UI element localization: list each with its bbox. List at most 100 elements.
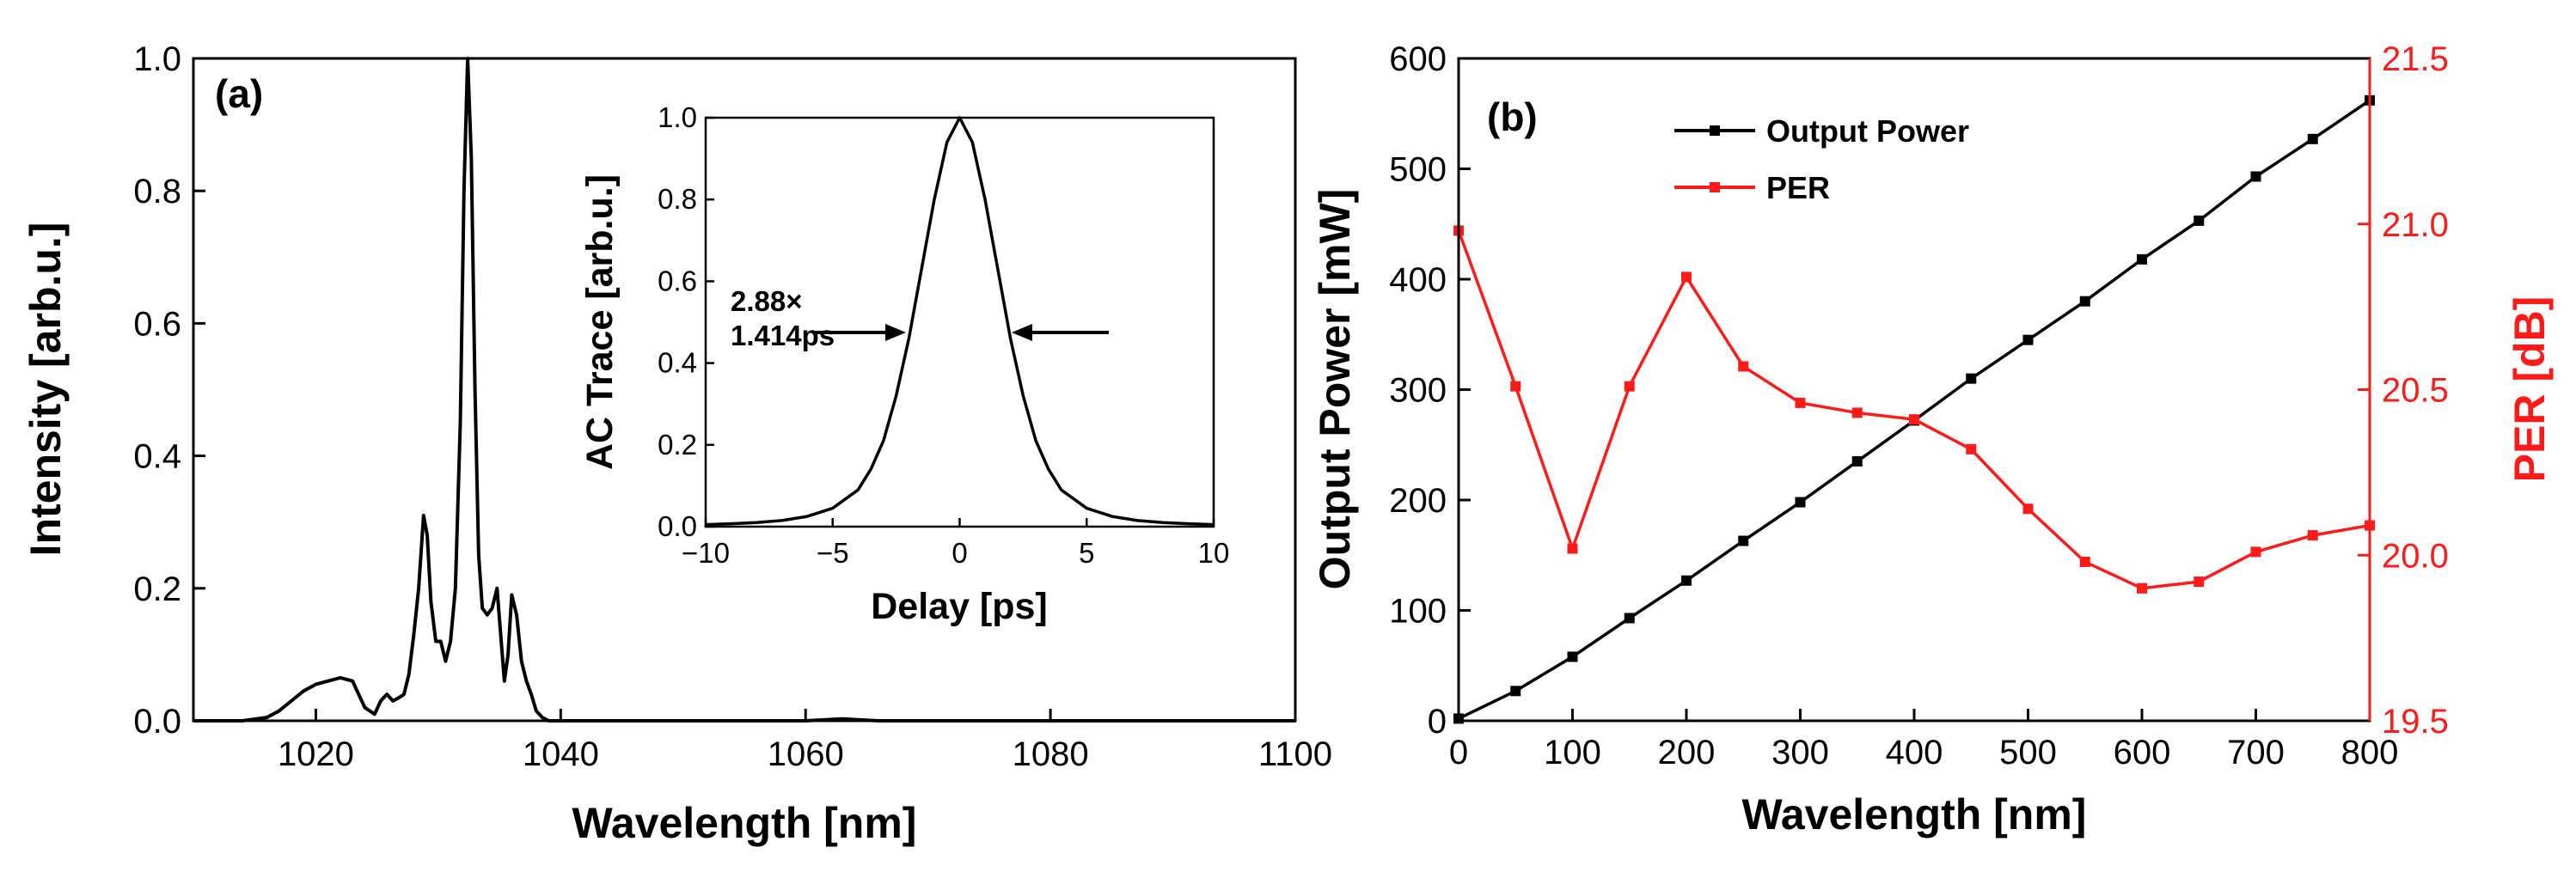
per-point — [2307, 530, 2318, 541]
inset-x-tick-label: −5 — [817, 537, 849, 569]
inset-y-tick-label: 0.0 — [658, 510, 697, 542]
b-x-tick-label: 0 — [1449, 734, 1468, 771]
per-point — [1795, 397, 1806, 408]
b-y-tick-label: 300 — [1389, 372, 1447, 410]
per-point — [2022, 503, 2034, 515]
b-y-tick-label: 600 — [1389, 40, 1447, 78]
inset-x-tick-label: 10 — [1198, 537, 1230, 569]
inset-y-tick-label: 1.0 — [658, 101, 697, 133]
legend-per-label: PER — [1766, 170, 1830, 205]
panel-a-series — [193, 57, 1295, 723]
b-x-tick-label: 800 — [2341, 734, 2399, 771]
inset-y-axis-title: AC Trace [arb.u.] — [579, 174, 621, 470]
panel-b-legend: Output Power PER — [1674, 113, 1969, 205]
output-power-point — [1510, 686, 1521, 697]
panel-b-plot-frame — [1457, 57, 2371, 723]
b-x-tick-label: 300 — [1771, 734, 1829, 771]
b-y2-tick-label: 21.0 — [2382, 206, 2449, 244]
output-power-point — [1567, 651, 1578, 662]
inset-y-tick-label: 0.4 — [658, 347, 697, 379]
output-power-point — [2250, 171, 2261, 182]
b-y-tick-label: 0 — [1428, 703, 1447, 741]
legend-output-power-label: Output Power — [1766, 113, 1969, 149]
a-x-tick-label: 1040 — [523, 735, 599, 773]
per-point — [1510, 381, 1521, 392]
inset-y-tick-label: 0.8 — [658, 183, 697, 215]
output-power-point — [1624, 613, 1635, 624]
a-y-tick-label: 0.2 — [133, 570, 181, 608]
b-y-tick-label: 400 — [1389, 261, 1447, 299]
b-x-tick-label: 400 — [1886, 734, 1943, 771]
output-power-point — [1738, 535, 1749, 546]
inset-ticks: −10 −5 0 5 10 0.0 0.2 0.4 0.6 0.8 1.0 — [658, 101, 1229, 569]
a-y-tick-label: 0.6 — [133, 305, 181, 343]
b-y2-tick-label: 19.5 — [2382, 703, 2449, 741]
per-point — [1681, 271, 1692, 283]
per-point — [1966, 443, 1977, 454]
b-x-tick-label: 700 — [2227, 734, 2285, 771]
output-power-point — [1795, 497, 1806, 508]
output-power-point — [2137, 253, 2147, 265]
panel-b-y2-axis-title: PER [dB] — [2506, 296, 2554, 483]
b-y-tick-label: 500 — [1389, 151, 1447, 189]
a-x-tick-label: 1080 — [1013, 735, 1089, 773]
a-y-tick-label: 0.0 — [133, 703, 181, 741]
inset-background — [706, 118, 1214, 527]
output-power-line — [1458, 99, 2371, 721]
per-point — [2079, 556, 2090, 567]
panel-a: 1020 1040 1060 1080 1100 0.0 0.2 0.4 0.6 0.8 1.0 (… — [21, 40, 1332, 847]
output-power-point — [1681, 575, 1692, 586]
inset-x-axis-title: Delay [ps] — [871, 586, 1048, 627]
panel-b-x-axis-title: Wavelength [nm] — [1742, 790, 2087, 838]
a-y-tick-label: 1.0 — [133, 40, 181, 78]
fwhm-annotation-line2: 1.414ps — [731, 320, 835, 351]
output-power-point — [2022, 334, 2034, 345]
legend-per: PER — [1674, 170, 1830, 205]
panel-b-y-axis-title: Output Power [mW] — [1311, 189, 1359, 590]
fwhm-arrow-left — [812, 324, 906, 341]
inset-plot-frame — [704, 116, 1215, 528]
panel-b-series — [1453, 95, 2375, 724]
spectrum-line — [193, 57, 1295, 723]
output-power-point — [1966, 373, 1977, 384]
per-point — [1909, 414, 1919, 425]
panel-b: 0 100 200 300 400 500 600 700 800 0 100 200 300 400 50… — [1311, 40, 2554, 838]
b-y-tick-label: 200 — [1389, 482, 1447, 520]
output-power-point — [1851, 456, 1863, 467]
panel-b-label: (b) — [1487, 95, 1538, 139]
output-power-point — [2194, 215, 2205, 226]
inset-x-tick-label: 5 — [1079, 537, 1094, 569]
panel-a-plot-frame — [192, 57, 1297, 723]
panel-a-ticks: 1020 1040 1060 1080 1100 0.0 0.2 0.4 0.6 0.8 1.0 — [133, 40, 1332, 773]
a-y-tick-label: 0.8 — [133, 173, 181, 210]
per-point — [1851, 407, 1863, 418]
inset-x-tick-label: −10 — [682, 537, 730, 569]
inset-x-tick-label: 0 — [951, 537, 967, 569]
per-line — [1457, 229, 2371, 590]
output-power-point — [2307, 133, 2318, 144]
panel-a-label: (a) — [215, 71, 263, 116]
fwhm-arrow-right — [1012, 324, 1109, 341]
b-y2-tick-label: 20.0 — [2382, 537, 2449, 575]
panel-a-x-axis-title: Wavelength [nm] — [572, 799, 917, 847]
per-point — [2137, 582, 2147, 594]
per-point — [1624, 381, 1635, 392]
per-point — [2250, 546, 2261, 558]
per-point — [1567, 543, 1578, 554]
b-y2-tick-label: 21.5 — [2382, 40, 2449, 78]
a-x-tick-label: 1100 — [1258, 735, 1332, 773]
b-x-tick-label: 200 — [1658, 734, 1716, 771]
b-x-tick-label: 100 — [1544, 734, 1601, 771]
panel-b-ticks: 0 100 200 300 400 500 600 700 800 0 100 200 300 400 50… — [1389, 40, 2449, 771]
a-x-tick-label: 1020 — [278, 735, 354, 773]
a-x-tick-label: 1060 — [768, 735, 844, 773]
panel-a-y-axis-title: Intensity [arb.u.] — [21, 223, 70, 557]
output-power-point — [2079, 296, 2090, 307]
per-point — [1738, 361, 1749, 372]
b-x-tick-label: 500 — [1999, 734, 2057, 771]
b-y2-tick-label: 20.5 — [2382, 372, 2449, 410]
inset-y-tick-label: 0.2 — [658, 429, 697, 460]
inset-y-tick-label: 0.6 — [658, 265, 697, 296]
panel-a-inset: −10 −5 0 5 10 0.0 0.2 0.4 0.6 0.8 1.0 Delay [ps] A… — [579, 101, 1229, 627]
